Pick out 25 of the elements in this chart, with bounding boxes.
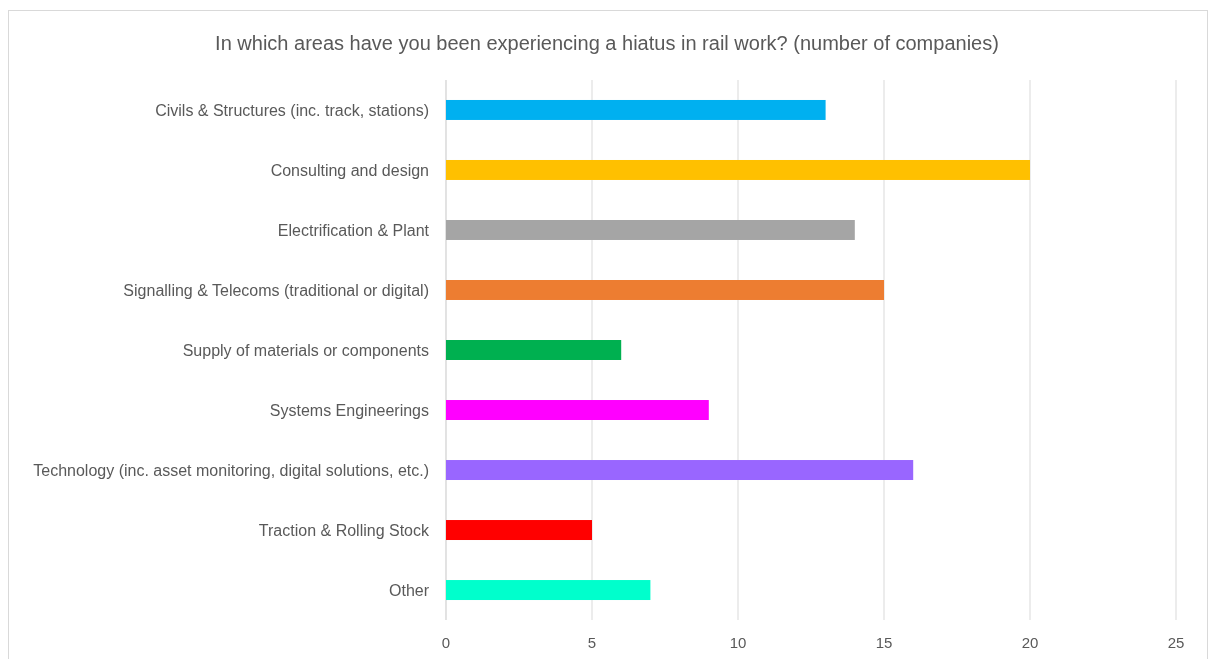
x-tick-label: 0	[441, 634, 451, 651]
y-tick-label: Technology (inc. asset monitoring, digital solutions, etc.)	[33, 461, 429, 479]
x-tick-label: 15	[875, 634, 893, 651]
x-tick-label: 20	[1021, 634, 1039, 651]
y-tick-label: Other	[388, 581, 430, 599]
y-tick-label: Signalling & Telecoms (traditional or digital)	[123, 281, 429, 299]
bar	[446, 280, 884, 300]
y-tick-label: Civils & Structures (inc. track, stations)	[155, 101, 429, 119]
y-tick-label: Consulting and design	[270, 161, 429, 179]
x-tick-label: 25	[1167, 634, 1185, 651]
bar	[446, 99, 826, 120]
y-tick-label: Electrification & Plant	[277, 221, 430, 239]
chart-title: In which areas have you been experiencing a hiatus in rail work? (number of companies)	[215, 32, 999, 54]
x-tick-label: 5	[587, 634, 597, 651]
y-tick-label: Systems Engineerings	[269, 401, 429, 419]
bar	[446, 220, 855, 240]
bar	[446, 580, 651, 601]
x-tick-label: 10	[729, 634, 747, 651]
bar	[446, 520, 592, 541]
bar	[446, 159, 1030, 180]
bar	[446, 460, 914, 480]
bar	[446, 340, 622, 360]
y-tick-label: Supply of materials or components	[182, 341, 429, 359]
bar	[446, 400, 709, 420]
y-tick-label: Traction & Rolling Stock	[258, 521, 430, 539]
